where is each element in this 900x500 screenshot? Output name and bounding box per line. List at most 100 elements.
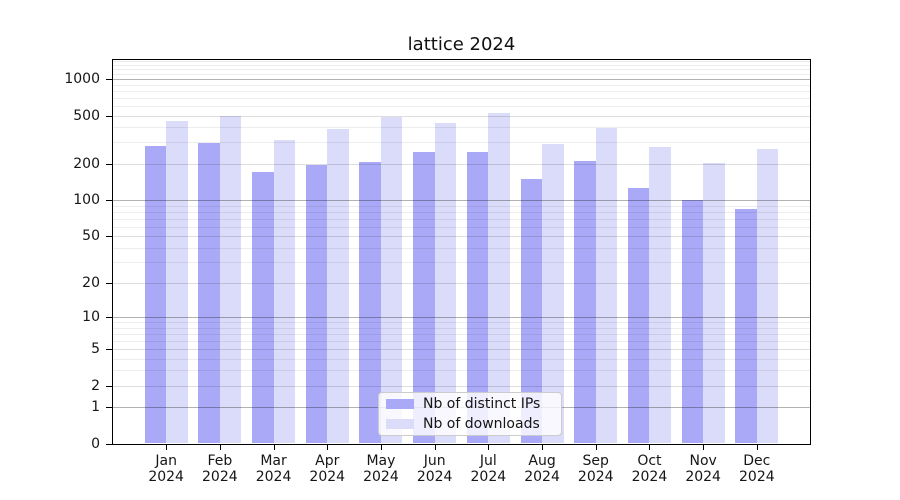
bar-downloads bbox=[649, 146, 671, 444]
gridline-minor bbox=[113, 262, 810, 264]
x-axis-tick-year: 2024 bbox=[470, 468, 507, 485]
gridline-mid bbox=[113, 115, 810, 117]
bar-downloads bbox=[166, 121, 188, 444]
gridline-minor bbox=[113, 127, 810, 129]
x-axis-tick bbox=[756, 444, 758, 450]
x-axis-tick-label: Oct 2024 bbox=[619, 453, 679, 485]
legend-label-downloads: Nb of downloads bbox=[423, 416, 540, 432]
gridline-major bbox=[113, 79, 810, 80]
gridline-minor bbox=[113, 61, 810, 63]
x-axis-tick bbox=[219, 444, 221, 450]
y-axis-tick-label: 20 bbox=[82, 274, 100, 291]
x-axis-tick-label: Jan 2024 bbox=[136, 453, 196, 485]
x-axis-tick-label: Mar 2024 bbox=[244, 453, 304, 485]
gridline-major bbox=[113, 316, 810, 318]
x-axis-tick bbox=[166, 444, 168, 450]
y-axis-tick-label: 2 bbox=[91, 377, 100, 394]
x-axis-tick bbox=[327, 444, 329, 450]
gridline-mid bbox=[113, 236, 810, 238]
bar-distinct-ips bbox=[305, 165, 328, 444]
y-axis-tick-label: 200 bbox=[73, 155, 100, 172]
x-axis-tick bbox=[595, 444, 597, 450]
x-axis-tick-year: 2024 bbox=[202, 468, 238, 485]
y-axis-tick bbox=[106, 348, 112, 350]
gridline-minor bbox=[113, 218, 810, 220]
x-axis-tick-year: 2024 bbox=[363, 468, 399, 485]
x-axis-tick-label: Jul 2024 bbox=[458, 453, 518, 485]
x-axis-tick-year: 2024 bbox=[309, 468, 346, 485]
y-axis-tick-label: 50 bbox=[82, 228, 100, 245]
bar-downloads bbox=[327, 128, 349, 444]
bar-downloads bbox=[273, 139, 296, 444]
x-axis-tick-label: Sep 2024 bbox=[566, 453, 626, 485]
y-axis-tick bbox=[106, 316, 112, 318]
bar-downloads bbox=[756, 148, 779, 444]
bar-downloads bbox=[380, 116, 403, 444]
bar-distinct-ips bbox=[144, 146, 167, 444]
bar-downloads bbox=[703, 162, 725, 444]
y-axis-tick-label: 1000 bbox=[64, 71, 100, 87]
x-axis-tick bbox=[649, 444, 651, 450]
gridline-minor bbox=[113, 97, 810, 99]
gridline-minor bbox=[113, 90, 810, 92]
gridline-minor bbox=[113, 340, 810, 342]
x-axis-tick bbox=[434, 444, 436, 450]
x-axis-tick-label: Jun 2024 bbox=[405, 453, 465, 485]
x-axis-tick-label: Dec 2024 bbox=[727, 453, 787, 485]
x-axis-tick bbox=[703, 444, 705, 450]
gridline-minor bbox=[113, 69, 810, 71]
gridline-major bbox=[113, 200, 810, 201]
bar-downloads bbox=[595, 128, 618, 444]
bar-distinct-ips bbox=[574, 160, 596, 444]
y-axis-tick bbox=[106, 163, 112, 165]
bar-distinct-ips bbox=[681, 200, 704, 444]
gridline-minor bbox=[113, 247, 810, 249]
gridline-minor bbox=[113, 226, 810, 228]
gridline-mid bbox=[113, 282, 810, 284]
bar-downloads bbox=[434, 122, 457, 444]
gridline-minor bbox=[113, 84, 810, 86]
bar-distinct-ips bbox=[359, 162, 381, 444]
bar-downloads bbox=[542, 144, 564, 444]
x-axis-tick bbox=[542, 444, 544, 450]
y-axis-tick-label: 500 bbox=[73, 107, 100, 124]
y-axis-tick bbox=[106, 115, 112, 117]
gridline-minor bbox=[113, 73, 810, 75]
x-axis-tick-year: 2024 bbox=[739, 468, 775, 485]
legend-swatch-distinct-ips bbox=[386, 399, 414, 409]
x-axis-tick-label: Nov 2024 bbox=[673, 453, 733, 485]
y-axis-tick bbox=[106, 443, 112, 445]
legend-label-distinct-ips: Nb of distinct IPs bbox=[423, 396, 541, 412]
x-axis-tick-label: Aug 2024 bbox=[512, 453, 572, 485]
gridline-minor bbox=[113, 322, 810, 324]
x-axis-tick-year: 2024 bbox=[148, 468, 184, 485]
gridline-minor bbox=[113, 333, 810, 335]
y-axis-tick bbox=[106, 236, 112, 238]
x-axis-tick-year: 2024 bbox=[416, 468, 453, 485]
y-axis-tick bbox=[106, 385, 112, 387]
y-axis-tick-label: 100 bbox=[73, 192, 100, 208]
x-axis-tick bbox=[273, 444, 275, 450]
gridline-minor bbox=[113, 358, 810, 360]
y-axis-tick-label: 0 bbox=[91, 435, 100, 452]
x-axis-tick-year: 2024 bbox=[524, 468, 560, 485]
bar-downloads bbox=[219, 115, 242, 444]
gridline-minor bbox=[113, 370, 810, 372]
bar-distinct-ips bbox=[252, 171, 274, 444]
y-axis-tick-label: 10 bbox=[82, 308, 100, 325]
chart-title: lattice 2024 bbox=[407, 34, 516, 55]
x-axis-tick-label: Feb 2024 bbox=[190, 453, 250, 485]
gridline-mid bbox=[113, 348, 810, 350]
bar-distinct-ips bbox=[520, 178, 543, 444]
gridline-minor bbox=[113, 205, 810, 207]
legend-swatch-downloads bbox=[386, 419, 414, 429]
legend-row-downloads: Nb of downloads bbox=[386, 414, 561, 434]
bar-downloads bbox=[488, 113, 510, 444]
x-axis-tick-year: 2024 bbox=[255, 468, 292, 485]
x-axis-tick-year: 2024 bbox=[577, 468, 614, 485]
bar-distinct-ips bbox=[735, 209, 757, 444]
legend: Nb of distinct IPs Nb of downloads bbox=[378, 392, 562, 436]
x-axis-tick-year: 2024 bbox=[685, 468, 721, 485]
gridline-minor bbox=[113, 211, 810, 213]
bar-distinct-ips bbox=[466, 151, 489, 444]
